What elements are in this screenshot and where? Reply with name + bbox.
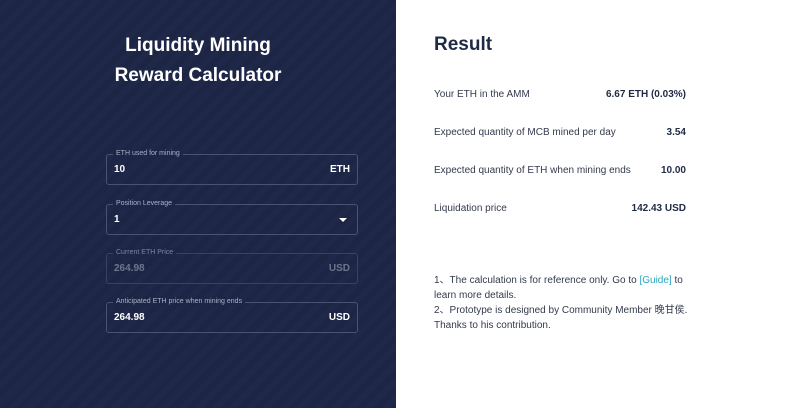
title-line-1: Liquidity Mining [125,35,271,56]
result-value: 3.54 [666,127,686,138]
result-value: 6.67 ETH (0.03%) [605,89,686,100]
note-1-suffix: to learn more details. [434,275,683,301]
current-eth-price-value: 264.98 [114,263,145,274]
result-panel: Result Your ETH in the AMM 6.67 ETH (0.0… [396,0,800,408]
result-label: Expected quantity of MCB mined per day [434,127,616,138]
position-leverage-value[interactable]: 1 [114,214,120,225]
current-eth-price-unit: USD [328,263,350,274]
eth-used-unit: ETH [330,164,350,175]
result-value: 10.00 [660,165,686,176]
anticipated-eth-price-label: Anticipated ETH price when mining ends [113,297,246,307]
result-label: Liquidation price [434,203,507,214]
calculator-panel: Liquidity Mining Reward Calculator ETH u… [0,0,396,408]
chevron-down-icon[interactable] [339,218,347,222]
result-label: Your ETH in the AMM [434,89,530,100]
eth-used-label: ETH used for mining [113,149,183,159]
calculator-title: Liquidity Mining Reward Calculator [0,31,396,91]
anticipated-eth-price-value[interactable]: 264.98 [114,312,145,323]
result-value: 142.43 USD [631,203,686,214]
position-leverage-label: Position Leverage [113,199,176,209]
result-label: Expected quantity of ETH when mining end… [434,165,631,176]
note-1-prefix: 1、The calculation is for reference only.… [434,275,640,286]
anticipated-eth-price-unit: USD [328,312,350,323]
guide-link[interactable]: [Guide] [639,275,672,286]
position-leverage-select[interactable]: Position Leverage 1 [106,199,358,235]
notes: 1、The calculation is for reference only.… [434,273,690,333]
current-eth-price-field: Current ETH Price 264.98 USD [106,248,358,284]
result-title: Result [434,34,493,55]
title-line-2: Reward Calculator [114,65,282,86]
eth-used-field[interactable]: ETH used for mining 10 ETH [106,149,358,185]
current-eth-price-label: Current ETH Price [113,248,177,258]
note-2: 2、Prototype is designed by Community Mem… [434,305,688,331]
anticipated-eth-price-field[interactable]: Anticipated ETH price when mining ends 2… [106,297,358,333]
eth-used-value[interactable]: 10 [114,164,126,175]
note-1: 1、The calculation is for reference only.… [434,273,690,303]
